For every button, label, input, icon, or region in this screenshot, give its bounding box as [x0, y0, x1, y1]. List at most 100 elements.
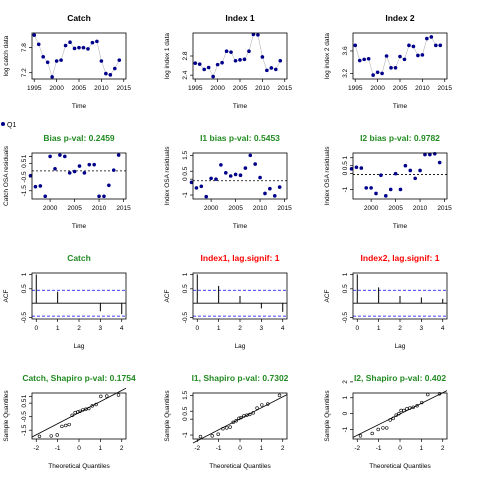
y-axis-label: log index 1 data [164, 33, 171, 79]
x-tick-label: 2000 [204, 205, 219, 212]
qq-point [94, 402, 98, 407]
panel-title: Index1, lag.signif: 1 [201, 253, 280, 263]
y-axis-label: Catch OSA residuals [3, 145, 10, 206]
x-tick-label: 2005 [393, 85, 408, 92]
y-axis-label: Sample Quantiles [3, 390, 10, 442]
x-axis-label: Time [393, 103, 408, 110]
qq-point [242, 414, 246, 418]
plot-frame [352, 152, 448, 200]
x-tick-label: 2 [77, 325, 81, 332]
data-point [189, 180, 194, 185]
series-line [33, 34, 120, 78]
x-tick-label: 3 [420, 325, 424, 332]
data-point [359, 166, 364, 170]
data-point [438, 43, 443, 48]
x-tick-label: 2010 [94, 85, 109, 92]
data-point [87, 162, 92, 167]
qq-point [376, 427, 380, 432]
data-point [364, 186, 369, 190]
panel-title: Bias p-val: 0.2459 [43, 133, 115, 143]
x-tick-label: 2010 [415, 85, 430, 92]
y-tick-label: 0.5 [342, 161, 349, 170]
x-axis-label: Time [393, 223, 408, 230]
x-tick-label: 2010 [413, 205, 428, 212]
x-tick-label: 2005 [388, 205, 403, 212]
data-point [48, 154, 52, 159]
x-tick-label: -1 [216, 445, 222, 452]
plot-frame [31, 272, 127, 320]
data-point [194, 186, 199, 190]
x-tick-label: 4 [441, 325, 445, 332]
data-point [197, 62, 202, 66]
y-tick-label: 0.5 [342, 284, 349, 293]
data-point [243, 166, 248, 170]
data-point [260, 55, 265, 59]
panel-title: Catch [67, 13, 91, 23]
x-tick-label: -2 [33, 445, 39, 452]
qq-point [358, 434, 363, 438]
legend-label: Q1 [7, 122, 16, 129]
x-tick-label: 2000 [49, 85, 64, 92]
data-point [111, 168, 116, 172]
data-point [82, 171, 87, 175]
y-tick-label: 0.5 [21, 158, 28, 167]
x-tick-label: 3 [99, 325, 103, 332]
y-tick-label: 0 [182, 417, 189, 421]
y-tick-label: 1 [21, 154, 28, 158]
y-tick-label: 2 [342, 380, 349, 384]
data-point [388, 187, 393, 192]
data-point [437, 160, 442, 165]
x-tick-label: 2015 [438, 85, 453, 92]
data-point [379, 173, 383, 178]
data-point [67, 171, 72, 175]
qq-point [251, 411, 255, 415]
data-point [58, 153, 62, 157]
data-point [36, 42, 41, 47]
data-point [63, 154, 67, 159]
y-tick-label: 0.5 [21, 284, 28, 293]
data-point [38, 184, 43, 188]
data-point [77, 45, 81, 50]
data-point [211, 74, 215, 79]
panel-title: Catch [67, 253, 91, 263]
data-point [233, 172, 238, 177]
x-axis-label: Time [233, 103, 248, 110]
data-point [251, 32, 256, 37]
y-axis-label: ACF [324, 289, 331, 302]
plot-frame [352, 32, 448, 80]
x-tick-label: 2005 [233, 85, 248, 92]
y-axis-label: Index OSA residuals [164, 146, 171, 206]
panel-title: I1 bias p-val: 0.5453 [200, 133, 280, 143]
panel-10: Catch, Shapiro p-val: 0.1754 Theoretical … [3, 373, 136, 470]
data-point [63, 43, 68, 48]
y-tick-label: 0 [182, 177, 189, 181]
x-tick-label: 2000 [364, 205, 379, 212]
panel-7: Catch Lag ACF 0 1 2 3 4 -0.5 0.5 1 [3, 253, 127, 350]
y-tick-label: -0.5 [182, 312, 189, 324]
data-point [277, 185, 282, 189]
data-point [384, 54, 389, 58]
x-tick-label: 2010 [253, 205, 268, 212]
data-point [45, 60, 50, 65]
x-tick-label: 1 [99, 445, 103, 452]
y-tick-label: 0.5 [182, 166, 189, 175]
data-point [274, 67, 278, 72]
panel-title: I1, Shapiro p-val: 0.7302 [192, 373, 289, 383]
data-point [220, 60, 224, 65]
qq-point [105, 394, 109, 398]
data-point [366, 57, 371, 61]
y-tick-label: 2.8 [182, 51, 189, 60]
x-tick-label: 1995 [27, 85, 42, 92]
data-point [278, 58, 283, 63]
panel-title: Index2, lag.signif: 1 [361, 253, 440, 263]
x-tick-label: 2000 [210, 85, 225, 92]
x-tick-label: -1 [376, 445, 382, 452]
qq-point [99, 394, 103, 399]
qq-point [411, 405, 415, 409]
y-tick-label: -0.5 [21, 411, 28, 423]
qq-point [84, 407, 88, 411]
data-point [53, 166, 57, 171]
x-tick-label: 2 [238, 325, 242, 332]
panel-title: I2 bias p-val: 0.9782 [360, 133, 440, 143]
y-tick-label: 0 [342, 171, 349, 175]
